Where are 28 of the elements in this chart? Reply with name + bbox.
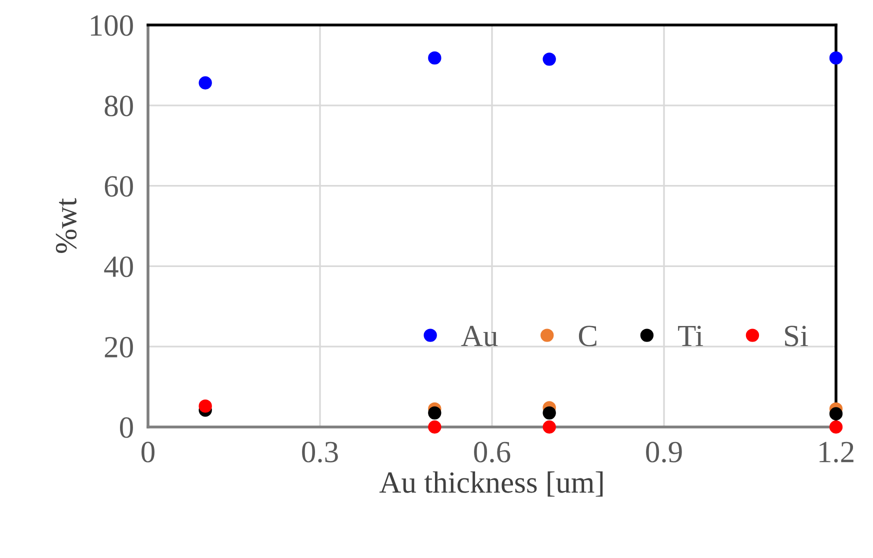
x-axis-title: Au thickness [um] (379, 471, 603, 497)
legend-label: Ti (678, 326, 703, 346)
x-tick-label: 0.3 (302, 442, 338, 463)
point (542, 420, 556, 434)
point (428, 406, 442, 420)
point (542, 406, 556, 420)
point (829, 51, 843, 65)
x-tick-label: 1.2 (820, 442, 854, 463)
point (198, 400, 212, 413)
point (428, 51, 442, 65)
legend-label: C (578, 326, 596, 346)
y-tick-label: 20 (104, 336, 133, 358)
point (829, 420, 843, 434)
y-tick-label: 0 (120, 417, 133, 438)
legend-label: Au (461, 326, 498, 346)
y-tick-label: 40 (104, 256, 133, 278)
y-tick-label: 60 (104, 176, 133, 197)
point (428, 420, 442, 434)
point (829, 407, 843, 420)
x-tick-label: 0.6 (474, 442, 510, 463)
y-axis-title: %wt (56, 198, 77, 253)
legend-label: Si (785, 326, 808, 346)
point (198, 76, 212, 90)
y-tick-label: 100 (90, 15, 133, 36)
point (542, 52, 556, 66)
x-tick-label: 0.9 (646, 442, 682, 463)
x-tick-label: 0 (142, 442, 154, 462)
y-tick-label: 80 (104, 96, 133, 116)
